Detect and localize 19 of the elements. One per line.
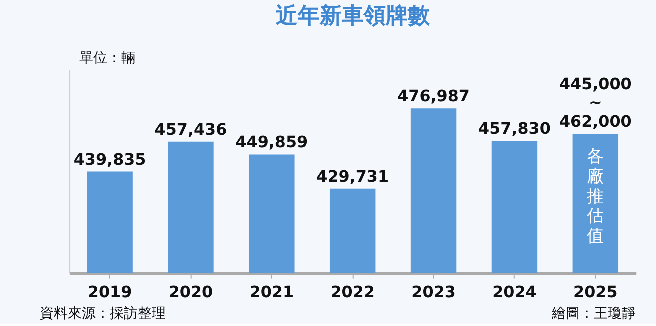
data-label: 476,987: [398, 86, 470, 106]
data-label: 439,835: [74, 150, 146, 169]
x-tick-label: 2025: [574, 282, 618, 302]
data-label: 445,000 ~ 462,000: [559, 74, 632, 132]
x-tick-label: 2019: [88, 282, 132, 302]
chart-title: 近年新車領牌數: [276, 2, 431, 29]
data-label: 449,859: [236, 132, 308, 152]
data-label: 429,731: [316, 166, 390, 186]
data-label: 457,830: [478, 119, 551, 138]
x-tick-label: 2020: [168, 282, 214, 302]
source-note: 資料來源：採訪整理: [40, 306, 166, 322]
text: 繪圖：王瓊靜: [551, 306, 636, 322]
annotation: 各廠推估值: [586, 146, 604, 246]
x-tick-label: 2024: [492, 282, 537, 302]
x-tick-label: 2021: [250, 282, 294, 302]
text: 單位：輛: [80, 50, 136, 67]
x-tick-label: 2023: [412, 282, 456, 302]
data-label: 457,436: [154, 120, 228, 139]
x-tick-label: 2022: [330, 282, 375, 302]
